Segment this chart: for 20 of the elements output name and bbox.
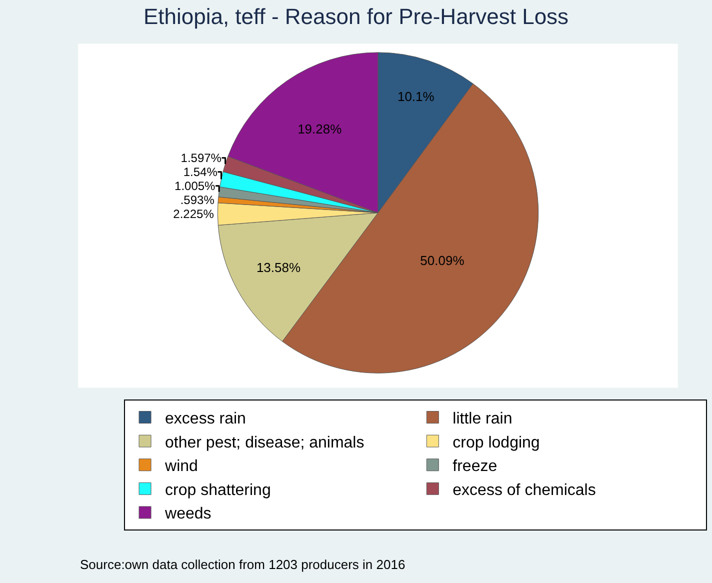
data-label: 2.225%	[173, 207, 214, 222]
legend-label: other pest; disease; animals	[165, 434, 364, 452]
data-label: 13.58%	[256, 260, 301, 276]
legend-label: crop lodging	[452, 434, 540, 452]
legend-label: crop shattering	[165, 482, 271, 499]
data-label: 19.28%	[298, 121, 342, 136]
data-label: .593%	[180, 192, 215, 207]
legend-label: excess of chemicals	[452, 482, 596, 499]
chart-title: Ethiopia, teff - Reason for Pre-Harvest Loss	[143, 4, 569, 30]
legend-label: freeze	[452, 458, 498, 476]
source-note: Source:own data collection from 1203 producers in 2016	[80, 557, 406, 572]
legend-label: excess rain	[165, 410, 246, 428]
legend-label: wind	[164, 458, 198, 476]
legend-label: little rain	[452, 410, 512, 428]
data-label: 1.597%	[180, 150, 222, 165]
data-label: 10.1%	[397, 89, 435, 104]
data-label: 1.005%	[174, 178, 216, 193]
data-label: 1.54%	[183, 164, 218, 179]
data-label: 50.09%	[420, 252, 465, 268]
legend-label: weeds	[164, 506, 212, 523]
